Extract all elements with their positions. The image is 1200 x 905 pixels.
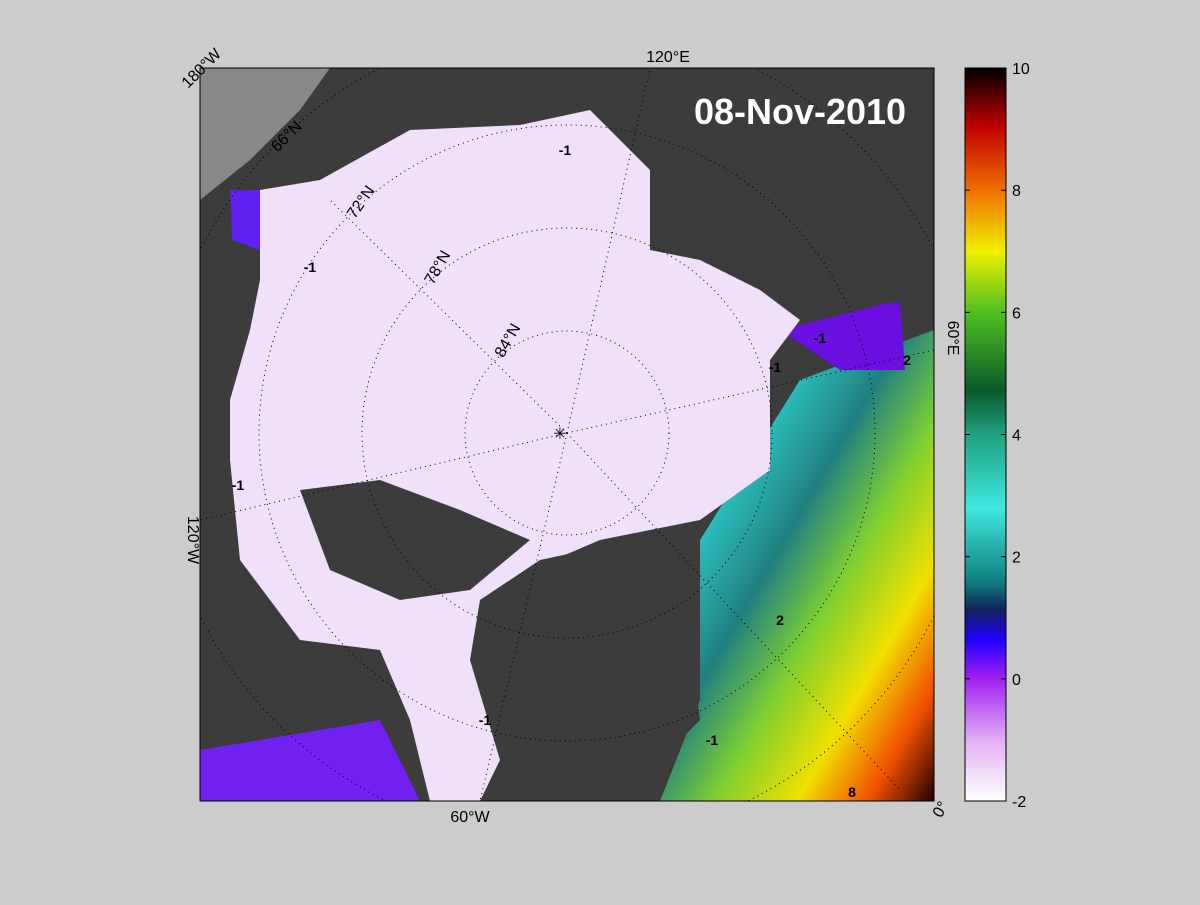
colorbar-tick-label: 6 xyxy=(1012,305,1021,322)
sea-ice xyxy=(230,110,800,801)
contour-label: -1 xyxy=(814,330,827,346)
longitude-label: 120°E xyxy=(646,49,690,66)
colorbar-tick-label: 2 xyxy=(1012,550,1021,567)
colorbar-tick-label: 10 xyxy=(1012,61,1030,78)
colorbar-tick-label: -2 xyxy=(1012,794,1026,811)
contour-label: -1 xyxy=(232,477,245,493)
longitude-label: 120°W xyxy=(184,516,201,565)
atlantic-water xyxy=(660,330,934,801)
contour-label: -1 xyxy=(559,142,572,158)
contour-label: 8 xyxy=(848,784,856,800)
colorbar xyxy=(964,67,1007,802)
contour-label: 2 xyxy=(903,352,911,368)
colorbar-tick-label: 0 xyxy=(1012,672,1021,689)
baffin-water xyxy=(200,720,420,801)
barents-water xyxy=(780,300,905,370)
colorbar-tick-label: 4 xyxy=(1012,428,1021,445)
map-frame xyxy=(199,67,935,802)
longitude-label: 0° xyxy=(930,799,952,821)
date-title: 08-Nov-2010 xyxy=(694,91,906,132)
contour-label: -1 xyxy=(706,732,719,748)
longitude-label: 60°E xyxy=(944,321,961,356)
graticule xyxy=(200,68,934,801)
longitude-label: 60°W xyxy=(450,809,490,826)
contour-label: -1 xyxy=(479,712,492,728)
pole-marker: ✳ xyxy=(553,426,566,443)
contour-label: -1 xyxy=(769,359,782,375)
colorbar-tick-label: 8 xyxy=(1012,183,1021,200)
contour-label: 2 xyxy=(776,612,784,628)
greenland xyxy=(480,545,700,801)
outside-domain xyxy=(200,68,330,200)
contour-label: -1 xyxy=(304,259,317,275)
map: ✳ xyxy=(200,68,934,801)
archipelago xyxy=(300,480,530,600)
siberia xyxy=(650,170,934,310)
